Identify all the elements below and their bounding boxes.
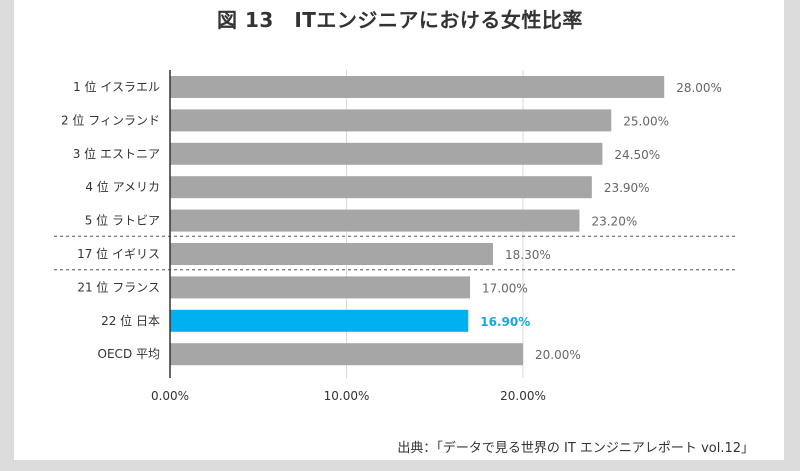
category-label-5: 17 位 イギリス — [77, 246, 160, 261]
category-label-4: 5 位 ラトビア — [85, 213, 160, 228]
category-label-7: 22 位 日本 — [101, 313, 160, 328]
category-label-1: 2 位 フィンランド — [61, 112, 160, 127]
value-label-4: 23.20% — [591, 215, 637, 229]
value-label-6: 17.00% — [482, 281, 528, 295]
x-tick-label-2: 20.00% — [500, 389, 546, 403]
category-label-8: OECD 平均 — [98, 347, 160, 361]
x-tick-label-0: 0.00% — [151, 389, 189, 403]
bar-3 — [170, 176, 592, 199]
bar-4 — [170, 209, 580, 232]
chart-title: 図 13 ITエンジニアにおける女性比率 — [217, 8, 583, 32]
category-label-6: 21 位 フランス — [77, 279, 160, 294]
value-label-5: 18.30% — [505, 248, 551, 262]
bar-0 — [170, 76, 665, 98]
bar-6 — [170, 276, 471, 299]
category-label-3: 4 位 アメリカ — [85, 179, 160, 194]
value-label-0: 28.00% — [676, 81, 722, 95]
bar-7 — [170, 309, 469, 332]
value-label-1: 25.00% — [623, 114, 669, 128]
value-label-3: 23.90% — [604, 181, 650, 195]
value-label-7: 16.90% — [480, 315, 530, 329]
bar-8 — [170, 343, 523, 366]
value-label-8: 20.00% — [535, 348, 581, 362]
bar-1 — [170, 109, 612, 132]
bar-5 — [170, 243, 493, 265]
bar-2 — [170, 142, 603, 165]
chart-source: 出典：「データで見る世界の IT エンジニアレポート vol.12」 — [397, 441, 754, 456]
category-label-2: 3 位 エストニア — [73, 146, 160, 161]
x-tick-label-1: 10.00% — [324, 389, 370, 403]
category-label-0: 1 位 イスラエル — [73, 79, 160, 94]
value-label-2: 24.50% — [614, 148, 660, 162]
